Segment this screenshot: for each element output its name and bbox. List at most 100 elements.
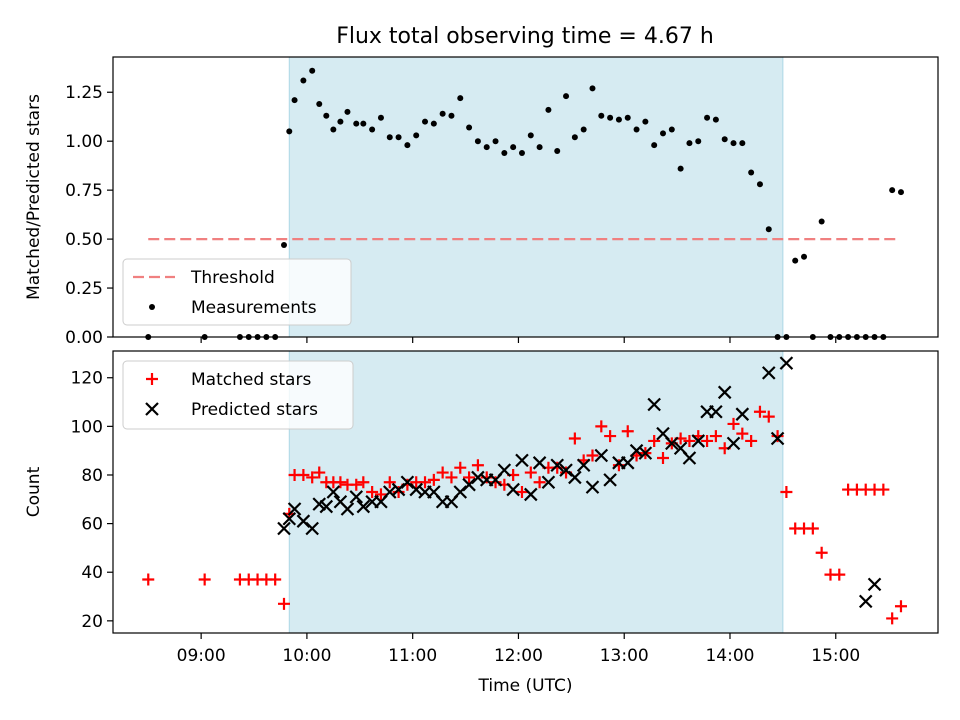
bottom-panel: 20 40 60 80 100 120 09:00 10:00 11:00 12:00 13:00 1… [24,350,939,696]
matched-point [877,483,890,496]
predicted-point [541,475,556,490]
matched-point [436,466,449,479]
matched-point [533,476,546,489]
matched-point [780,486,793,498]
predicted-point [497,463,512,477]
legend-matched-swatch [146,373,158,385]
measurement-point [448,112,455,119]
axes-frame [112,56,939,338]
predicted-point [382,485,397,499]
predicted-point [709,404,723,419]
matched-point [806,522,819,535]
y-tick-label: 80 [81,466,103,486]
predicted-point [282,511,297,526]
measurement-point [254,334,261,340]
predicted-point [761,366,776,380]
matched-point [833,568,846,581]
measurement-point [369,126,376,133]
matched-point [392,486,405,498]
measurement-point [377,114,384,121]
measurement-point [501,149,508,156]
predicted-point [858,594,873,609]
legend-matched-label: Matched stars [191,370,311,390]
measurement-point [330,126,337,133]
measurement-point [344,108,351,115]
measurement-point [889,187,896,194]
matched-point [745,434,758,447]
predicted-point [524,487,538,502]
measurement-point [598,112,605,119]
matched-point [815,546,828,559]
measurement-point [818,218,825,225]
measurement-point [286,128,293,135]
matched-point [142,573,155,586]
legend-predicted-label: Predicted stars [191,400,318,420]
measurement-point [660,130,666,137]
measurement-point [360,120,367,127]
measurement-point [545,106,552,113]
matched-point [612,459,625,472]
measurement-point [589,85,596,92]
predicted-point [867,577,882,592]
predicted-point [568,470,582,485]
measurement-point [748,169,755,176]
measurement-point [309,67,316,74]
matched-point [727,417,740,430]
measurement-point [809,334,816,340]
measurement-point [845,334,852,340]
matched-point [445,471,458,484]
measurement-point [756,181,763,188]
x-tick-label: 15:00 [811,646,860,666]
predicted-point [735,407,750,421]
measurement-point [580,126,587,133]
matched-point [894,600,907,613]
predicted-point [349,490,364,504]
legend-box [122,360,354,430]
x-tick-label: 12:00 [494,646,543,666]
measurement-point [474,138,481,145]
measurement-point [236,334,243,340]
matched-point [515,486,528,498]
y-tick-label: 100 [71,417,103,437]
measurement-point [783,334,790,340]
measurement-point [145,334,152,340]
y-tick-label: 0.75 [65,181,103,201]
predicted-point [638,446,653,460]
predicted-point [319,499,334,514]
predicted-point [576,458,591,473]
matched-point [648,434,661,447]
measurement-point [404,142,411,149]
legend: Threshold Measurements [122,258,352,326]
matched-point [604,430,617,443]
x-tick-label: 10:00 [282,646,331,666]
y-tick-label: 1.00 [65,132,103,152]
matched-point [736,427,749,440]
y-tick-label: 1.25 [65,83,103,103]
matched-point [357,476,370,489]
predicted-point [717,385,732,400]
measurement-point [695,138,702,145]
y-axis-label: Matched/Predicted stars [24,94,44,300]
legend-measurements-label: Measurements [191,298,317,318]
predicted-point [594,448,609,463]
matched-point [334,476,347,489]
measurement-point [651,142,658,149]
matched-point [586,449,599,462]
predicted-point [603,473,617,487]
predicted-point [665,436,679,451]
measurement-point [624,114,631,121]
x-tick-label: 14:00 [705,646,754,666]
measurement-point [483,144,490,151]
matched-point [771,430,784,443]
predicted-point [277,521,291,536]
measurement-point [730,140,737,147]
predicted-point [305,521,319,536]
matched-point [198,573,211,586]
measurement-point [836,334,843,340]
measurement-point [536,144,543,151]
predicted-point [691,434,706,448]
chart-title: Flux total observing time = 4.67 h [336,24,714,49]
matched-point [313,466,326,479]
measurement-point [607,114,614,121]
